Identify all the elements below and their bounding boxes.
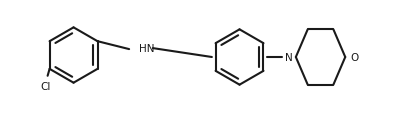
Text: HN: HN	[139, 44, 154, 54]
Text: Cl: Cl	[41, 81, 51, 91]
Text: N: N	[284, 53, 292, 62]
Text: O: O	[349, 53, 358, 62]
